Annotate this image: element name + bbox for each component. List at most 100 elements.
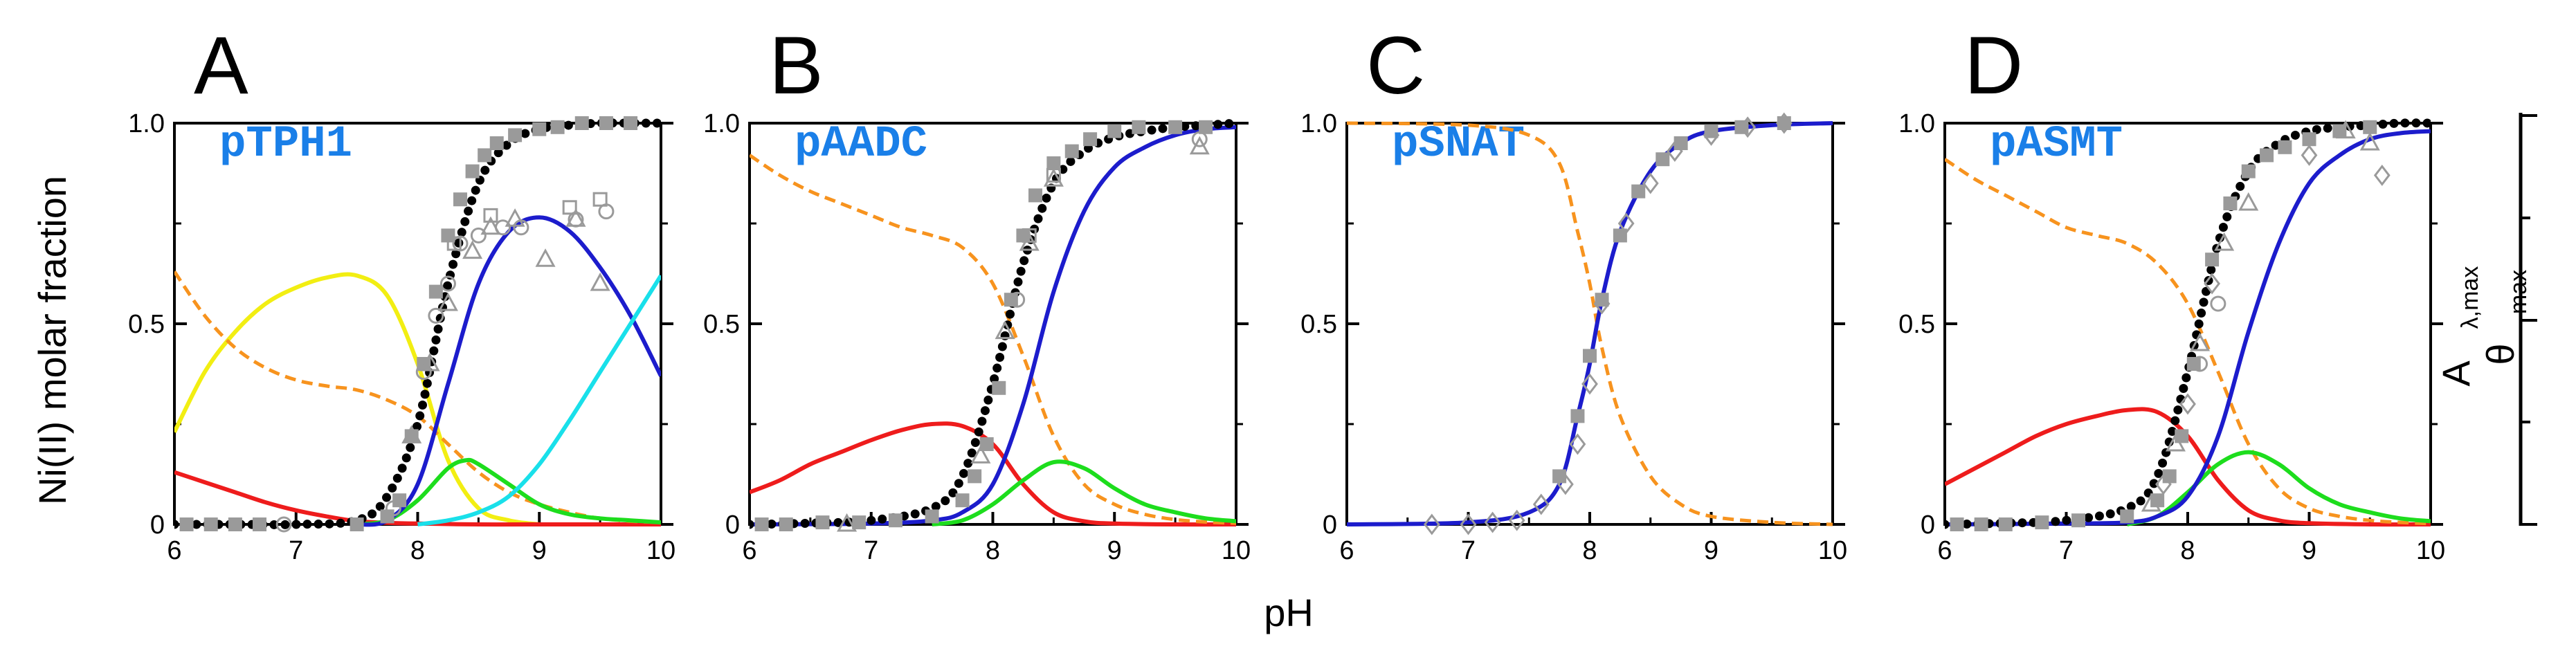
x-ticks-b: 6 7 8 9 10	[742, 512, 1251, 565]
marker-square-filled	[2278, 140, 2292, 154]
marker-triangle-open	[401, 425, 422, 443]
marker-triangle-open	[437, 292, 458, 311]
marker-square-filled	[2150, 493, 2165, 508]
x-tick-label-7: 7	[864, 536, 878, 565]
markers-a	[179, 116, 638, 533]
y-tick-label-0.5: 0.5	[1300, 310, 1337, 339]
marker-triangle-open	[535, 248, 556, 267]
y-tick-label-1.0: 1.0	[1898, 109, 1935, 138]
marker-diamond-open	[1569, 433, 1586, 455]
marker-square-filled	[1028, 188, 1043, 203]
marker-circle-open	[385, 500, 401, 517]
y-axis-title: Ni(II) molar fraction	[30, 176, 74, 505]
marker-square-filled	[992, 380, 1006, 395]
marker-square-filled	[380, 509, 394, 524]
marker-square-filled	[428, 284, 443, 299]
marker-square-filled	[1777, 116, 1791, 130]
series-blue-a	[356, 215, 661, 527]
plot-frame-c	[1345, 122, 1834, 526]
plot-frame-d	[1943, 122, 2432, 526]
marker-square-open	[446, 236, 462, 251]
marker-triangle-open	[565, 208, 586, 227]
marker-diamond-open	[1460, 513, 1477, 535]
marker-square-filled	[2071, 513, 2086, 528]
marker-diamond-open	[2373, 164, 2391, 186]
marker-diamond-open	[1617, 212, 1635, 235]
x-tick-label-9: 9	[532, 536, 547, 565]
series-blue-b	[750, 125, 1236, 526]
marker-triangle-open	[2141, 493, 2161, 512]
marker-circle-open	[439, 275, 456, 292]
y-tick-label-0.5: 0.5	[128, 310, 165, 339]
marker-square-filled	[228, 517, 242, 531]
marker-square-filled	[179, 517, 194, 531]
marker-square-filled	[1595, 293, 1609, 307]
marker-triangle-open	[970, 445, 991, 464]
marker-diamond-open	[1775, 112, 1793, 134]
right-axis-label-theta: θ	[2478, 343, 2522, 365]
curves-b	[750, 118, 1236, 529]
marker-square-filled	[1998, 517, 2013, 531]
panel-letter-a: A	[194, 20, 248, 111]
marker-square-open	[483, 208, 498, 223]
x-tick-label-6: 6	[742, 536, 756, 565]
marker-square-filled	[2035, 515, 2049, 530]
marker-triangle-open	[1043, 168, 1064, 187]
y-tick-label-0: 0	[725, 511, 740, 540]
series-green-b	[932, 459, 1236, 526]
marker-diamond-open	[1739, 116, 1757, 138]
y-ticks-c: 0 0.5 1.0	[1300, 109, 1845, 540]
marker-diamond-open	[1703, 124, 1720, 146]
marker-square-filled	[392, 493, 407, 508]
marker-square-filled	[2223, 196, 2238, 210]
marker-square-filled	[1083, 132, 1098, 147]
right-axis-label-theta-sub: max	[2505, 270, 2532, 314]
marker-triangle-open	[837, 513, 858, 532]
marker-square-filled	[1132, 120, 1146, 134]
curves-d	[1945, 118, 2431, 529]
y-tick-label-1.0: 1.0	[128, 109, 165, 138]
right-axis-labels: A λ,max θ max	[2434, 266, 2532, 387]
marker-diamond-open	[1593, 293, 1611, 315]
marker-square-filled	[599, 116, 613, 130]
marker-square-filled	[968, 469, 982, 484]
marker-triangle-open	[462, 240, 483, 259]
marker-triangle-open	[2214, 232, 2235, 251]
panel-letter-c: C	[1366, 20, 1425, 111]
markers-c	[1423, 112, 1793, 535]
curves-a	[174, 118, 661, 529]
marker-square-filled	[779, 517, 793, 531]
marker-square-filled	[2302, 132, 2316, 147]
x-tick-label-8: 8	[2180, 536, 2195, 565]
marker-square-filled	[1064, 144, 1079, 158]
x-tick-label-7: 7	[1461, 536, 1476, 565]
marker-circle-open	[1191, 131, 1208, 147]
y-tick-label-0: 0	[1921, 511, 1935, 540]
series-black-dotted-a	[174, 118, 661, 529]
x-tick-label-9: 9	[2302, 536, 2316, 565]
marker-square-filled	[508, 128, 523, 143]
x-tick-label-7: 7	[289, 536, 303, 565]
x-tick-label-7: 7	[2059, 536, 2074, 565]
marker-square-filled	[955, 493, 970, 508]
y-tick-label-1.0: 1.0	[1300, 109, 1337, 138]
marker-square-filled	[350, 517, 364, 531]
marker-square-filled	[1950, 517, 1964, 531]
marker-triangle-open	[480, 216, 501, 235]
marker-square-filled	[979, 437, 994, 451]
marker-diamond-open	[1666, 140, 1683, 163]
marker-square-filled	[1704, 124, 1718, 138]
peptide-label-b: pAADC	[795, 120, 927, 169]
y-tick-label-0.5: 0.5	[703, 310, 740, 339]
marker-square-open	[1046, 167, 1061, 183]
plot-frame-a	[173, 122, 662, 526]
marker-diamond-open	[2301, 144, 2318, 166]
marker-square-filled	[1199, 120, 1213, 134]
x-tick-label-8: 8	[986, 536, 1000, 565]
marker-square-filled	[574, 116, 589, 130]
marker-square-filled	[1974, 517, 1988, 531]
marker-square-filled	[453, 192, 468, 207]
panel-letter-b: B	[769, 20, 824, 111]
x-tick-label-10: 10	[1222, 536, 1251, 565]
